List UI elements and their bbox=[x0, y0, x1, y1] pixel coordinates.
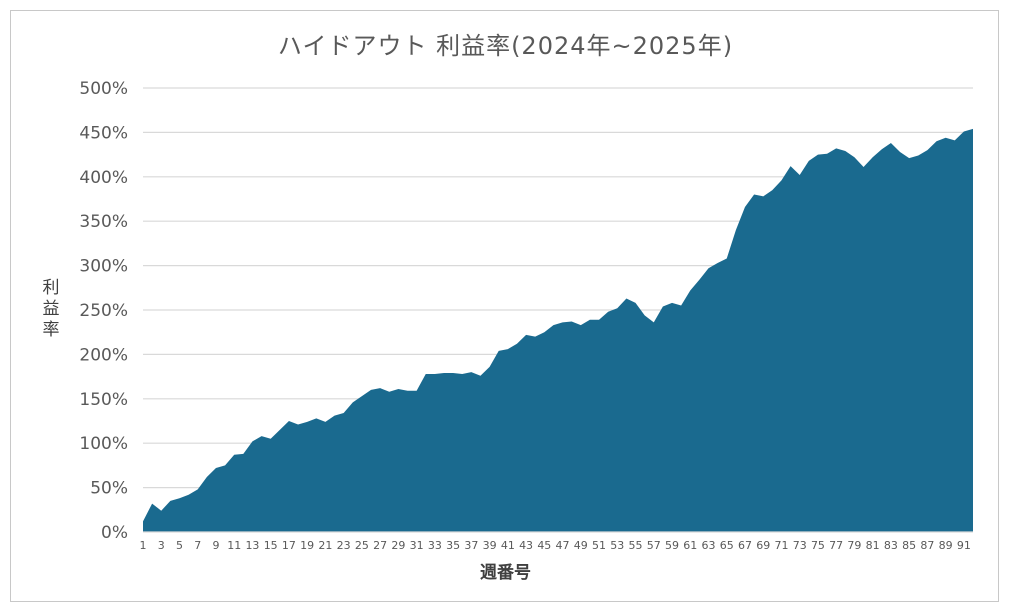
x-tick-label: 43 bbox=[519, 539, 533, 552]
x-tick-label: 27 bbox=[373, 539, 387, 552]
x-tick-label: 21 bbox=[318, 539, 332, 552]
x-tick-label: 15 bbox=[264, 539, 278, 552]
x-tick-label: 73 bbox=[793, 539, 807, 552]
x-tick-label: 87 bbox=[920, 539, 934, 552]
y-tick-label: 50% bbox=[90, 479, 128, 499]
x-tick-label: 23 bbox=[337, 539, 351, 552]
x-tick-labels: 1 3 5 7 9 11 13 15 17 19 21 23 25 27 29 31 33 35 37 39 41 43 4… bbox=[140, 539, 971, 552]
x-tick-label: 69 bbox=[756, 539, 770, 552]
x-tick-label: 47 bbox=[556, 539, 570, 552]
x-tick-label: 65 bbox=[720, 539, 734, 552]
x-tick-label: 11 bbox=[227, 539, 241, 552]
chart-title: ハイドアウト 利益率(2024年~2025年) bbox=[277, 32, 734, 60]
x-tick-label: 41 bbox=[501, 539, 515, 552]
y-axis-label-char: 率 bbox=[42, 320, 60, 340]
x-tick-label: 61 bbox=[683, 539, 697, 552]
x-tick-label: 29 bbox=[391, 539, 405, 552]
y-axis-label: 利 益 率 bbox=[38, 278, 64, 341]
x-tick-label: 63 bbox=[701, 539, 715, 552]
x-tick-label: 39 bbox=[483, 539, 497, 552]
x-tick-label: 75 bbox=[811, 539, 825, 552]
x-tick-label: 45 bbox=[537, 539, 551, 552]
x-tick-label: 17 bbox=[282, 539, 296, 552]
x-tick-label: 3 bbox=[158, 539, 165, 552]
y-tick-label: 350% bbox=[79, 212, 128, 232]
x-tick-label: 59 bbox=[665, 539, 679, 552]
x-tick-label: 81 bbox=[866, 539, 880, 552]
x-tick-label: 89 bbox=[939, 539, 953, 552]
x-tick-label: 77 bbox=[829, 539, 843, 552]
y-tick-label: 100% bbox=[79, 434, 128, 454]
x-tick-label: 1 bbox=[140, 539, 147, 552]
y-tick-label: 0% bbox=[101, 523, 128, 543]
y-tick-labels: 0% 50% 100% 150% 200% 250% 300% 350% 400% 450% 500… bbox=[79, 79, 128, 543]
x-tick-label: 79 bbox=[847, 539, 861, 552]
y-tick-label: 400% bbox=[79, 168, 128, 188]
x-tick-label: 91 bbox=[957, 539, 971, 552]
x-tick-label: 51 bbox=[592, 539, 606, 552]
x-tick-label: 49 bbox=[574, 539, 588, 552]
x-tick-label: 33 bbox=[428, 539, 442, 552]
y-axis-label-char: 利 bbox=[42, 278, 60, 298]
x-tick-label: 5 bbox=[176, 539, 183, 552]
y-tick-label: 250% bbox=[79, 301, 128, 321]
x-tick-label: 37 bbox=[464, 539, 478, 552]
x-tick-label: 83 bbox=[884, 539, 898, 552]
x-tick-label: 85 bbox=[902, 539, 916, 552]
x-tick-label: 31 bbox=[410, 539, 424, 552]
y-tick-label: 300% bbox=[79, 257, 128, 277]
x-tick-label: 35 bbox=[446, 539, 460, 552]
x-tick-label: 67 bbox=[738, 539, 752, 552]
x-tick-label: 19 bbox=[300, 539, 314, 552]
y-tick-label: 450% bbox=[79, 123, 128, 143]
y-tick-label: 500% bbox=[79, 79, 128, 99]
x-tick-label: 71 bbox=[774, 539, 788, 552]
x-tick-label: 55 bbox=[629, 539, 643, 552]
y-tick-label: 150% bbox=[79, 390, 128, 410]
profit-rate-area bbox=[143, 128, 973, 532]
x-tick-label: 25 bbox=[355, 539, 369, 552]
x-tick-label: 57 bbox=[647, 539, 661, 552]
x-tick-label: 53 bbox=[610, 539, 624, 552]
y-axis-label-char: 益 bbox=[42, 299, 60, 319]
y-tick-label: 200% bbox=[79, 345, 128, 365]
x-tick-label: 7 bbox=[194, 539, 201, 552]
x-tick-label: 9 bbox=[212, 539, 219, 552]
x-axis-label: 週番号 bbox=[480, 563, 531, 583]
x-tick-label: 13 bbox=[245, 539, 259, 552]
